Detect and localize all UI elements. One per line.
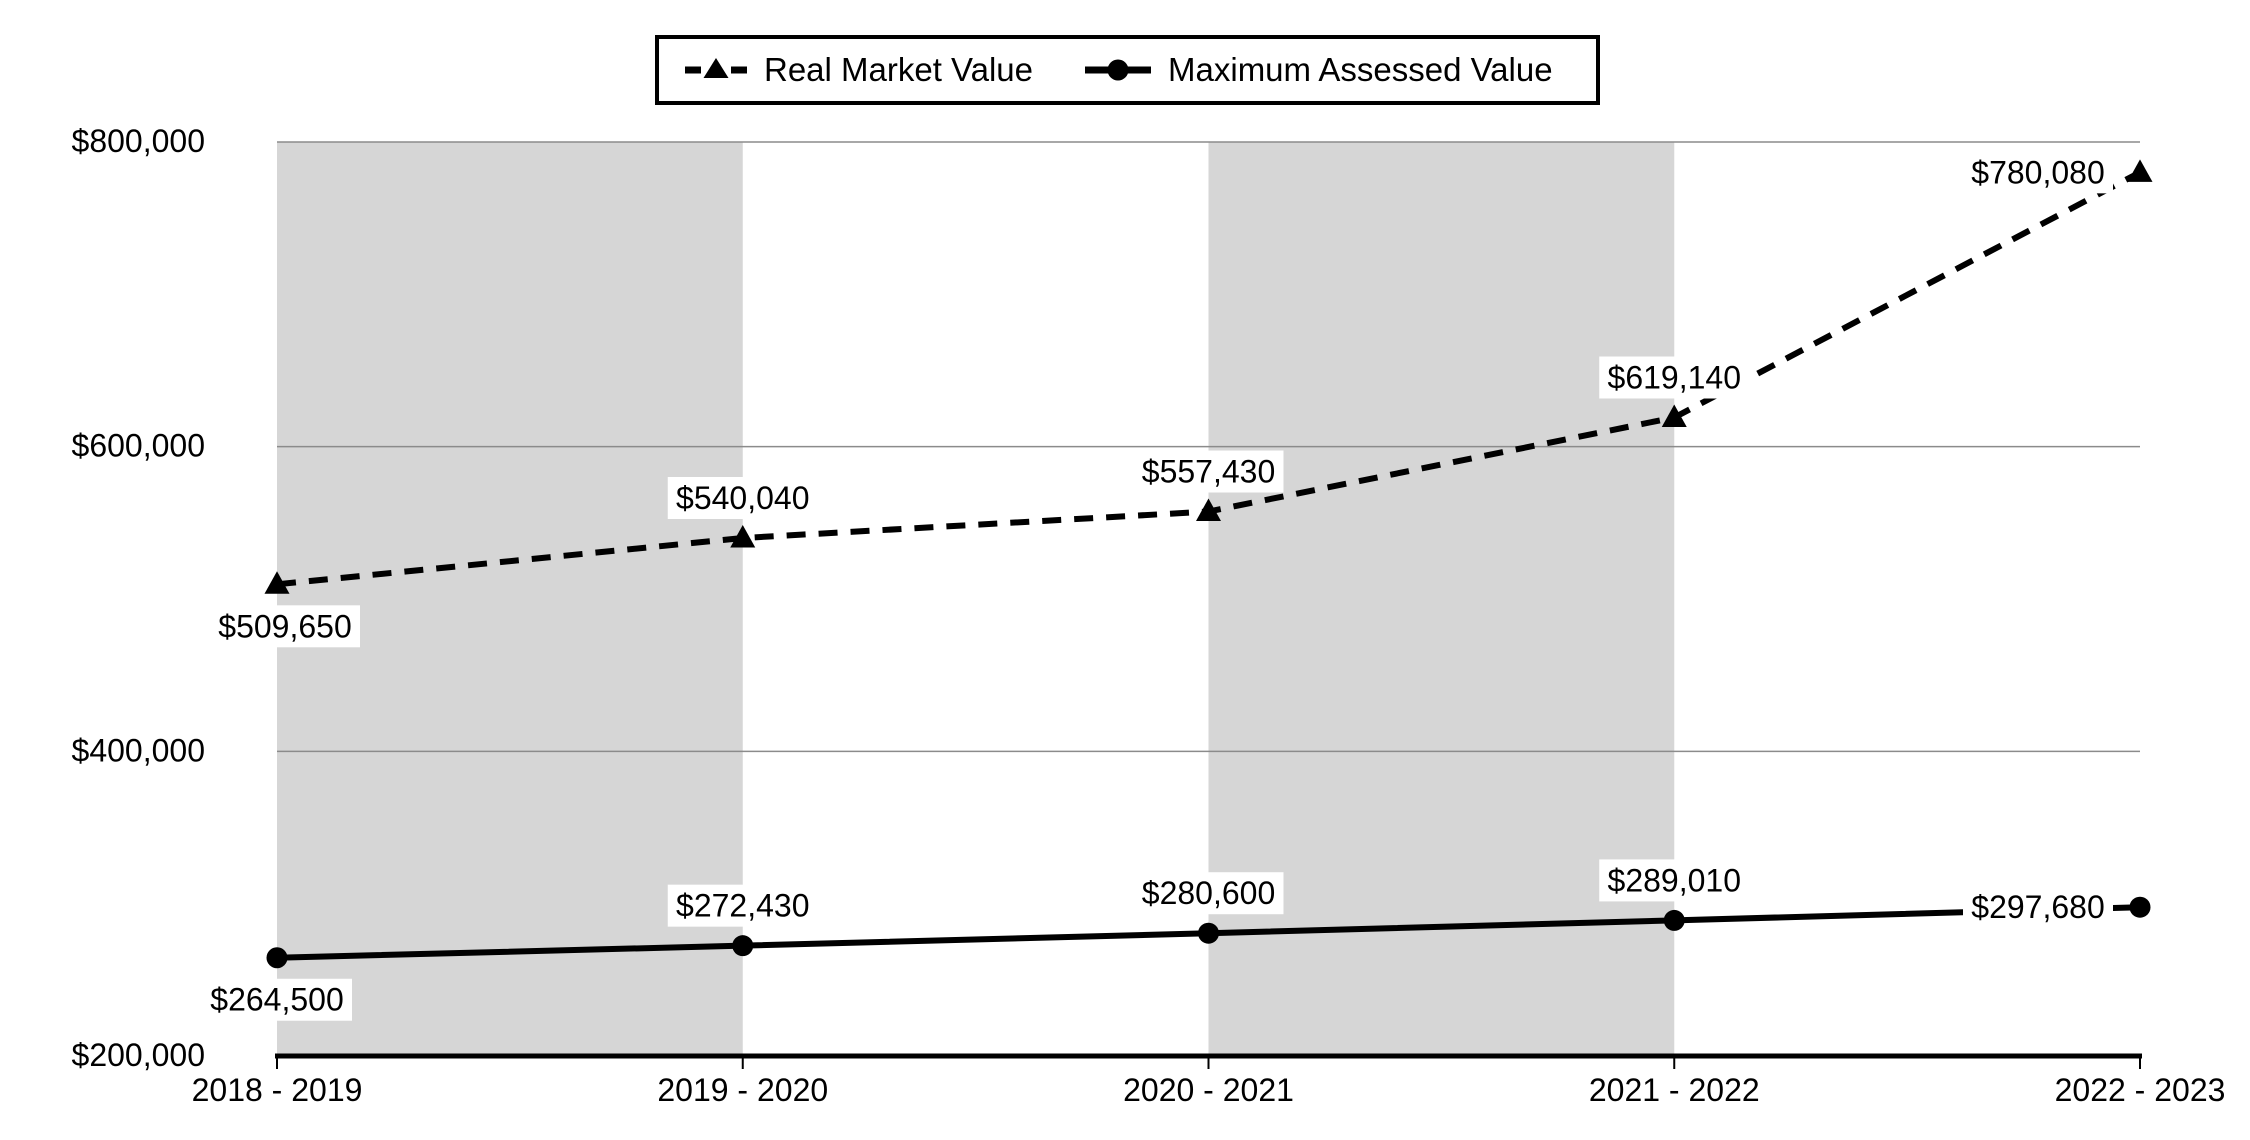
y-axis-tick-label: $400,000 [72,732,205,768]
x-axis-tick-label: 2021 - 2022 [1589,1072,1760,1108]
data-label: $540,040 [676,480,809,516]
plot-band [1208,142,1675,1056]
data-label-bg [1133,450,1284,493]
circle-marker [1198,922,1219,944]
plot-band [277,142,743,1056]
data-label-bg [667,884,818,927]
data-label-bg [1599,356,1750,399]
triangle-marker [730,525,756,548]
data-label: $272,430 [676,888,809,924]
data-label-bg [1963,151,2113,194]
legend-label-real-market-value: Real Market Value [764,51,1034,88]
data-label: $509,650 [218,608,351,644]
data-label: $280,600 [1142,875,1275,911]
solid-line-circle-marker-icon [1085,59,1152,81]
y-axis-tick-label: $200,000 [72,1037,205,1073]
triangle-marker [264,571,290,594]
data-label-bg [1963,886,2113,929]
data-label-bg [667,477,818,520]
triangle-marker [2127,159,2153,182]
x-axis-tick-label: 2020 - 2021 [1123,1072,1294,1108]
data-label: $780,080 [1971,154,2104,190]
circle-marker [266,947,288,969]
x-axis-tick-label: 2019 - 2020 [657,1072,828,1108]
legend-item-real-market-value: Real Market Value [685,51,1033,89]
data-label-bg [1133,872,1284,915]
data-label: $619,140 [1608,360,1741,396]
legend-item-maximum-assessed-value: Maximum Assessed Value [1085,51,1553,89]
data-label: $557,430 [1142,454,1275,490]
x-axis-tick-label: 2018 - 2019 [192,1072,363,1108]
legend-label-maximum-assessed-value: Maximum Assessed Value [1168,51,1553,88]
circle-marker [732,935,754,957]
dashed-line-triangle-marker-icon [685,58,747,78]
y-axis-tick-label: $600,000 [72,428,205,464]
circle-marker [2129,896,2151,918]
triangle-marker [1196,498,1221,522]
y-axis-tick-label: $800,000 [72,123,205,159]
data-label-bg [202,978,352,1021]
x-axis-tick-label: 2022 - 2023 [2055,1072,2226,1108]
data-label-bg [1599,859,1750,902]
data-label: $289,010 [1608,862,1741,898]
triangle-marker [1661,404,1687,428]
data-label-bg [210,605,360,648]
legend: Real Market Value Maximum Assessed Value [655,35,1600,105]
circle-marker [1663,909,1685,931]
data-label: $297,680 [1971,889,2104,925]
data-label: $264,500 [210,982,343,1018]
